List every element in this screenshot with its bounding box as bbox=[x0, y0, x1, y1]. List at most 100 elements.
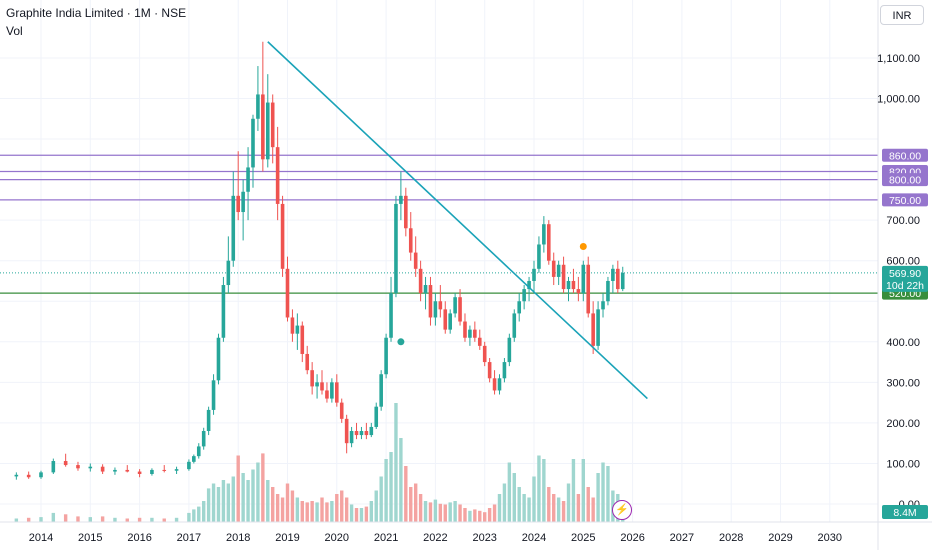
candle-down bbox=[438, 301, 443, 310]
volume-value-badge[interactable] bbox=[882, 505, 928, 519]
grid-layer bbox=[0, 0, 878, 522]
level-badge[interactable] bbox=[882, 173, 928, 187]
candle-up bbox=[330, 382, 334, 399]
candle-up bbox=[14, 474, 19, 477]
volume-bar bbox=[428, 502, 433, 522]
volume-bar bbox=[497, 494, 502, 522]
candle-down bbox=[458, 297, 462, 322]
candle-up bbox=[468, 329, 472, 338]
volume-bar bbox=[468, 510, 472, 522]
chart-marker[interactable] bbox=[579, 243, 587, 251]
volume-bar bbox=[275, 494, 280, 522]
time-tick-label: 2030 bbox=[818, 532, 842, 544]
volume-bar bbox=[340, 490, 344, 522]
volume-bar bbox=[295, 497, 300, 522]
candle-down bbox=[477, 337, 482, 346]
volume-bar bbox=[187, 512, 191, 522]
candle-up bbox=[231, 195, 236, 261]
volume-bar bbox=[394, 403, 398, 522]
volume-bar bbox=[359, 508, 364, 522]
volume-bar bbox=[542, 459, 546, 522]
volume-bar bbox=[399, 438, 403, 522]
candle-down bbox=[418, 268, 423, 294]
volume-bar bbox=[285, 483, 290, 522]
last-price-badge[interactable] bbox=[882, 265, 928, 292]
candle-up bbox=[532, 268, 536, 281]
candle-up bbox=[556, 264, 561, 277]
volume-bar bbox=[197, 506, 201, 522]
volume-bar bbox=[137, 517, 142, 522]
volume-indicator-label[interactable]: Vol bbox=[6, 24, 23, 38]
candle-up bbox=[256, 94, 260, 119]
candle-down bbox=[63, 461, 68, 466]
level-badge[interactable] bbox=[882, 148, 928, 162]
candle-up bbox=[88, 466, 93, 469]
candle-down bbox=[546, 224, 551, 261]
volume-bar bbox=[463, 508, 467, 522]
volume-bar bbox=[206, 488, 211, 522]
volume-bar bbox=[409, 487, 413, 522]
candle-down bbox=[125, 469, 130, 472]
candle-up bbox=[265, 102, 270, 160]
volume-bar bbox=[325, 502, 329, 522]
trendline[interactable] bbox=[267, 41, 648, 400]
candle-up bbox=[206, 409, 211, 432]
volume-bar bbox=[113, 517, 117, 522]
volume-bar bbox=[478, 510, 482, 522]
volume-bar bbox=[517, 487, 521, 522]
candle-down bbox=[285, 268, 290, 318]
candle-down bbox=[26, 474, 31, 478]
volume-bar bbox=[261, 453, 265, 522]
candle-down bbox=[404, 195, 408, 229]
time-tick-label: 2021 bbox=[374, 532, 398, 544]
volume-bar bbox=[448, 502, 452, 522]
chart-marker[interactable] bbox=[397, 338, 405, 346]
candle-down bbox=[162, 469, 167, 471]
last-price-countdown: 10d 22h bbox=[886, 280, 924, 292]
volume-bar bbox=[320, 497, 324, 522]
volume-bar bbox=[14, 518, 19, 522]
candle-down bbox=[100, 466, 105, 472]
volume-bar bbox=[369, 501, 374, 522]
volume-bar bbox=[241, 473, 245, 522]
volume-bar bbox=[221, 480, 226, 522]
level-layer[interactable] bbox=[0, 154, 878, 294]
volume-bar bbox=[88, 517, 92, 522]
volume-bar bbox=[502, 483, 507, 522]
candle-down bbox=[137, 471, 142, 474]
volume-bar bbox=[305, 502, 309, 522]
volume-bar bbox=[344, 497, 349, 522]
volume-bar bbox=[537, 455, 541, 522]
candle-down bbox=[591, 313, 595, 346]
candle-up bbox=[379, 374, 383, 407]
candle-up bbox=[453, 297, 457, 314]
candle-up bbox=[211, 380, 216, 410]
overlay-layer[interactable] bbox=[267, 41, 648, 400]
candle-up bbox=[399, 195, 403, 204]
volume-bar bbox=[26, 517, 31, 522]
level-badge[interactable] bbox=[882, 193, 928, 207]
volume-bar bbox=[591, 497, 595, 522]
volume-bar bbox=[300, 501, 304, 522]
volume-bar bbox=[51, 512, 56, 522]
candle-up bbox=[448, 313, 452, 330]
volume-bar bbox=[561, 501, 566, 522]
price-tick-label: 100.00 bbox=[886, 458, 920, 470]
candle-up bbox=[192, 456, 196, 462]
candle-up bbox=[201, 431, 206, 447]
currency-button[interactable]: INR bbox=[880, 5, 924, 25]
price-tick-label: 700.00 bbox=[886, 215, 920, 227]
volume-bar bbox=[566, 483, 571, 522]
time-tick-label: 2016 bbox=[127, 532, 151, 544]
candle-up bbox=[295, 325, 300, 334]
candle-down bbox=[576, 289, 581, 294]
candle-down bbox=[290, 317, 295, 334]
candle-down bbox=[428, 285, 433, 318]
time-tick-label: 2026 bbox=[620, 532, 644, 544]
volume-bar bbox=[125, 518, 129, 522]
candle-up bbox=[389, 293, 393, 338]
lightning-icon[interactable]: ⚡ bbox=[612, 500, 632, 520]
